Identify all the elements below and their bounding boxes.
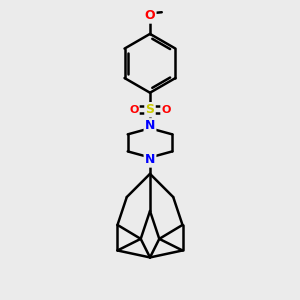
Text: N: N [145, 119, 155, 132]
Text: O: O [161, 105, 171, 115]
Text: O: O [129, 105, 139, 115]
Text: O: O [145, 9, 155, 22]
Text: N: N [145, 153, 155, 167]
Text: S: S [146, 103, 154, 116]
